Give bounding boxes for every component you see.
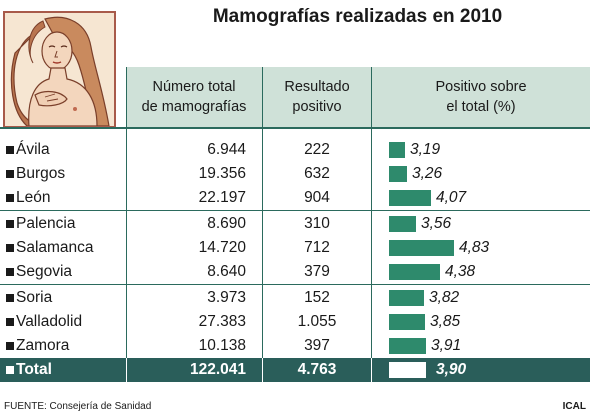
woman-portrait-icon [5,13,114,126]
total-mamografias: 122.041 [189,361,246,378]
percentage-label: 3,56 [421,215,452,232]
percentage-bar [389,240,454,256]
header-positivo: Resultado positivo [284,79,350,115]
positivos-cell: 310 [304,215,330,232]
percentage-label: 3,82 [429,289,460,306]
total-row [0,358,590,382]
total-value-label: 3,90 [436,361,467,378]
group-rule [0,284,590,285]
percentage-label: 4,38 [445,263,476,280]
province-label: Soria [16,289,53,306]
percentage-bar [389,314,425,330]
bullet-icon [6,342,14,350]
mamografias-cell: 27.383 [198,313,246,330]
percentage-bar [389,190,431,206]
column-divider [126,67,127,359]
percentage-bar [389,264,440,280]
mamografias-cell: 6.944 [207,141,246,158]
bullet-icon [6,194,14,202]
bullet-icon [6,268,14,276]
province-label: Palencia [16,215,76,232]
column-divider [262,67,263,359]
positivos-cell: 632 [304,165,330,182]
province-label: Segovia [16,263,73,280]
positivos-cell: 379 [304,263,330,280]
percentage-bar [389,290,424,306]
percentage-label: 4,83 [459,239,490,256]
total-bullet-icon [6,366,14,374]
total-divider [371,358,372,382]
total-positivos: 4.763 [297,361,337,378]
header-porcentaje: Positivo sobre el total (%) [435,79,527,115]
positivos-cell: 222 [304,141,330,158]
province-label: Burgos [16,165,66,182]
positivos-cell: 904 [304,189,330,206]
bullet-icon [6,170,14,178]
bullet-icon [6,220,14,228]
percentage-label: 3,91 [431,337,462,354]
percentage-label: 4,07 [436,189,467,206]
percentage-label: 3,26 [412,165,443,182]
province-label: León [16,189,51,206]
bullet-icon [6,146,14,154]
positivos-cell: 712 [304,239,330,256]
column-divider [371,67,372,359]
mamografias-cell: 22.197 [198,189,246,206]
total-bar [389,362,426,378]
percentage-label: 3,85 [430,313,461,330]
positivos-cell: 1.055 [297,313,337,330]
mamografias-cell: 8.690 [207,215,246,232]
percentage-bar [389,216,416,232]
total-divider [126,358,127,382]
percentage-bar [389,338,426,354]
total-divider [262,358,263,382]
percentage-label: 3,19 [410,141,441,158]
credit-label: ICAL [562,401,586,412]
province-label: Zamora [16,337,70,354]
province-label: Valladolid [16,313,83,330]
header-mamografias: Número total de mamografías [141,79,247,115]
mamografias-cell: 10.138 [198,337,246,354]
total-label: Total [16,361,52,378]
table-header-band [126,67,590,127]
percentage-bar [389,166,407,182]
venus-illustration [3,11,116,128]
page-title: Mamografías realizadas en 2010 [212,6,503,27]
province-label: Salamanca [16,239,94,256]
mamografias-cell: 14.720 [198,239,246,256]
group-rule [0,210,590,211]
bullet-icon [6,318,14,326]
header-rule [0,127,590,129]
bullet-icon [6,244,14,252]
province-label: Ávila [16,141,50,158]
source-note: FUENTE: Consejería de Sanidad [4,401,152,412]
positivos-cell: 397 [304,337,330,354]
mamografias-cell: 8.640 [207,263,246,280]
mamografias-cell: 19.356 [198,165,246,182]
bullet-icon [6,294,14,302]
percentage-bar [389,142,405,158]
positivos-cell: 152 [304,289,330,306]
mamografias-cell: 3.973 [207,289,246,306]
